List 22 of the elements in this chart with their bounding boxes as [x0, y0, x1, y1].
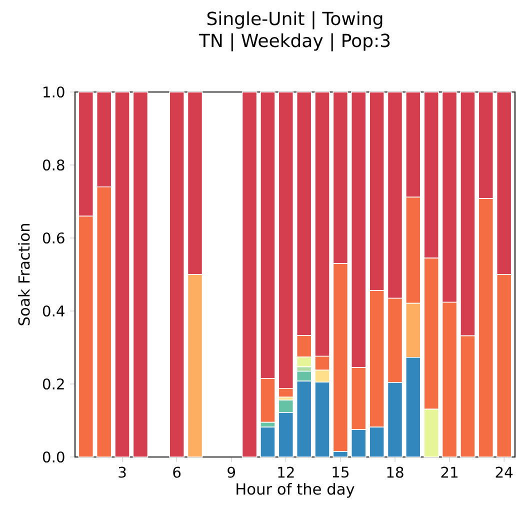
chart-title: Single-Unit | Towing: [207, 11, 382, 30]
x-tick-label: 9: [228, 466, 235, 478]
chart-subtitle: TN | Weekday | Pop:3: [198, 33, 390, 52]
x-tick-label: 18: [387, 466, 404, 478]
x-axis-title: Hour of the day: [236, 482, 354, 498]
x-tick-label: 15: [332, 466, 348, 478]
bar: [114, 92, 130, 458]
y-tick-label: 0.2: [42, 378, 64, 390]
x-tick-label: 12: [278, 466, 294, 478]
y-tick-label: 1.0: [44, 86, 64, 98]
y-axis-title: Soak Fraction: [18, 224, 30, 326]
y-tick-label: 0.0: [42, 451, 64, 463]
y-tick-label: 0.4: [42, 305, 64, 317]
x-tick-label: 3: [118, 466, 126, 478]
bar: [242, 92, 258, 458]
y-tick-label: 0.6: [42, 232, 64, 244]
x-tick-label: 21: [441, 466, 458, 478]
bar: [132, 92, 148, 458]
x-tick-label: 6: [173, 466, 181, 478]
y-tick-label: 0.8: [42, 159, 64, 171]
x-tick-label: 24: [496, 466, 513, 478]
bar: [169, 92, 184, 458]
